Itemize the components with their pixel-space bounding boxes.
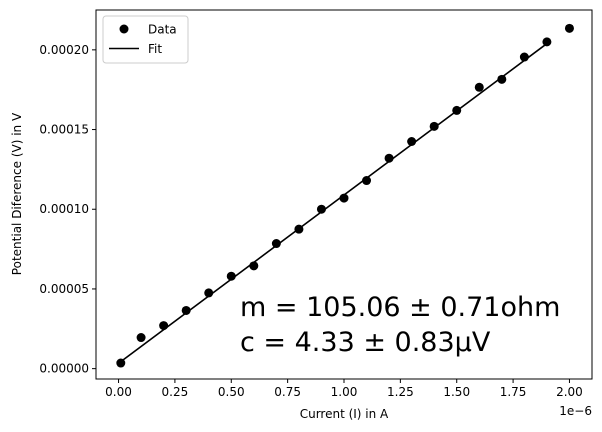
data-point (316, 204, 326, 214)
data-point (271, 239, 281, 249)
y-tick-label: 0.00000 (39, 362, 89, 376)
data-point (249, 261, 259, 271)
y-tick-label: 0.00020 (39, 43, 89, 57)
data-point (181, 305, 191, 315)
data-point (429, 121, 439, 131)
x-axis-label: Current (I) in A (300, 407, 389, 421)
x-tick-label: 0.50 (218, 385, 245, 399)
slope-annotation: m = 105.06 ± 0.71ohm (240, 292, 560, 323)
fit-line (120, 42, 548, 363)
data-point (497, 74, 507, 84)
intercept-annotation: c = 4.33 ± 0.83μV (240, 327, 491, 358)
data-point (407, 137, 417, 147)
x-axis-ticks: 0.00 0.25 0.50 0.75 1.00 1.25 1.50 1.75 2.00 (105, 379, 583, 399)
data-point (564, 23, 574, 33)
y-tick-label: 0.00005 (39, 282, 89, 296)
legend-data-label: Data (148, 23, 177, 37)
x-tick-label: 0.00 (105, 385, 132, 399)
data-point (384, 153, 394, 163)
x-tick-label: 0.75 (274, 385, 301, 399)
data-point (362, 176, 372, 186)
data-point (474, 82, 484, 92)
legend: Data Fit (102, 15, 189, 64)
data-point (519, 52, 529, 62)
data-point (339, 193, 349, 203)
y-axis-label: Potential Diference (V) in V (10, 112, 24, 275)
data-points-layer (116, 23, 574, 368)
y-tick-label: 0.00010 (39, 202, 89, 216)
y-tick-label: 0.00015 (39, 123, 89, 137)
x-tick-label: 1.50 (443, 385, 470, 399)
data-point (294, 224, 304, 234)
x-tick-label: 1.75 (500, 385, 527, 399)
data-point (204, 288, 214, 298)
data-point (226, 271, 236, 281)
data-point (136, 333, 146, 343)
legend-data-marker (119, 24, 129, 34)
x-tick-label: 0.25 (162, 385, 189, 399)
x-tick-label: 2.00 (556, 385, 583, 399)
x-tick-label: 1.00 (331, 385, 358, 399)
data-point (159, 321, 169, 331)
plot-frame (95, 9, 593, 380)
x-tick-label: 1.25 (387, 385, 414, 399)
legend-fit-label: Fit (148, 42, 162, 56)
data-point (452, 105, 462, 115)
data-point (542, 37, 552, 47)
data-point (116, 358, 126, 368)
fit-line-layer (120, 42, 548, 363)
x-axis-offset-label: 1e−6 (559, 404, 592, 418)
y-axis-ticks: 0.00000 0.00005 0.00010 0.00015 0.00020 (39, 43, 96, 376)
